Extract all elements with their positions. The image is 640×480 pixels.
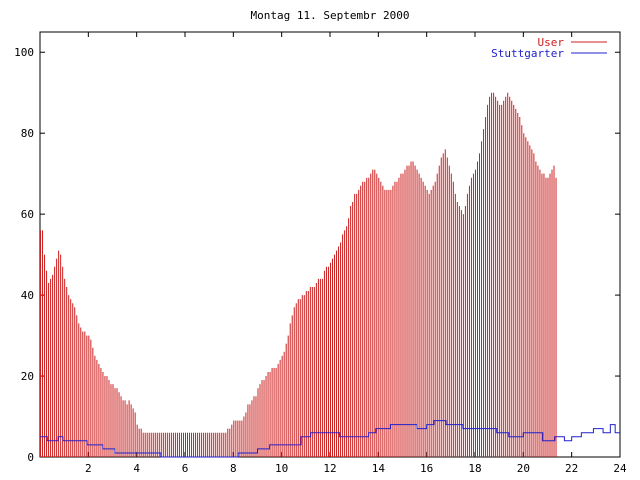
x-tick-label: 24: [613, 462, 627, 475]
legend: User Stuttgarter: [491, 36, 607, 60]
x-tick-label: 12: [323, 462, 336, 475]
legend-label-stuttgarter: Stuttgarter: [491, 47, 564, 60]
x-tick-label: 10: [275, 462, 288, 475]
x-tick-label: 8: [230, 462, 237, 475]
x-tick-label: 20: [517, 462, 530, 475]
y-tick-label: 0: [27, 451, 34, 464]
x-tick-label: 4: [133, 462, 140, 475]
x-tick-label: 2: [85, 462, 92, 475]
y-tick-label: 80: [21, 127, 34, 140]
y-tick-label: 60: [21, 208, 34, 221]
x-tick-label: 14: [372, 462, 386, 475]
y-tick-label: 20: [21, 370, 34, 383]
y-tick-label: 100: [14, 46, 34, 59]
x-tick-label: 6: [182, 462, 189, 475]
x-tick-label: 18: [468, 462, 481, 475]
y-tick-label: 40: [21, 289, 34, 302]
chart-title: Montag 11. Septembr 2000: [251, 9, 410, 22]
x-tick-label: 16: [420, 462, 433, 475]
x-tick-label: 22: [565, 462, 578, 475]
